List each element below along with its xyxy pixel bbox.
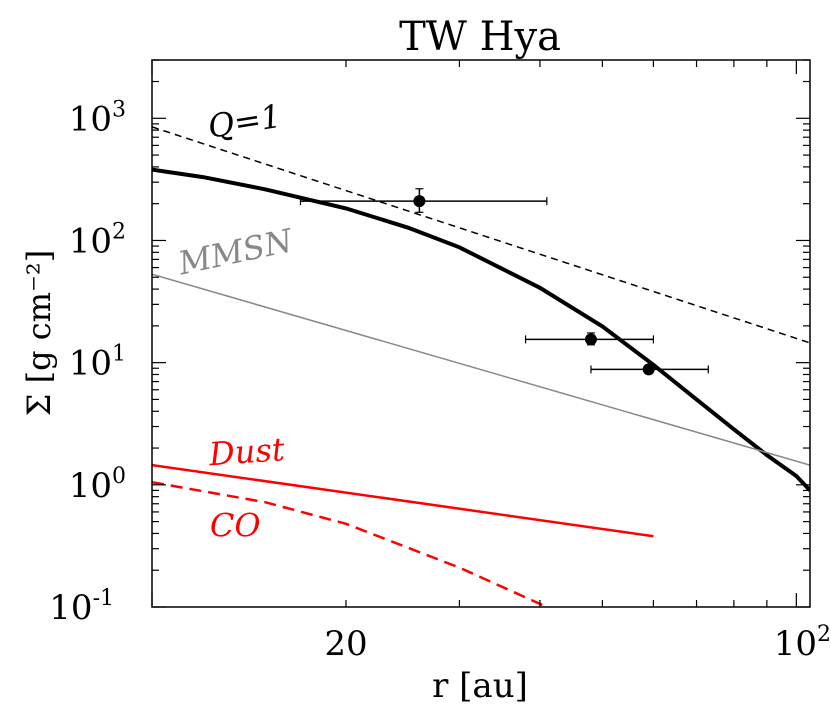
data-point-marker	[642, 363, 655, 376]
y-tick-label: 10-1	[49, 586, 114, 628]
data-point-marker	[413, 195, 426, 208]
y-axis-label: Σ [g cm⁻²]	[20, 250, 58, 416]
series-label-dust: Dust	[207, 430, 286, 473]
y-tick-label: 103	[69, 97, 126, 139]
ticks-layer: 10-1 100 101 102 103 20 102	[49, 59, 831, 664]
chart-title: TW Hya	[399, 14, 561, 60]
series-label-mmsn: MMSN	[174, 221, 297, 283]
series-line-dust	[152, 463, 654, 538]
series-layer	[152, 126, 810, 607]
data-point-3	[590, 363, 709, 376]
x-axis-label: r [au]	[432, 666, 528, 706]
series-line-co	[152, 480, 548, 607]
x-tick-label: 102	[774, 622, 831, 664]
y-tick-label: 101	[69, 342, 126, 384]
points-layer	[299, 188, 709, 376]
data-point-2	[524, 332, 654, 346]
series-line-q-1	[152, 126, 810, 344]
data-point-1	[299, 188, 548, 213]
x-tick-label: 20	[324, 624, 367, 664]
y-tick-label: 100	[69, 464, 126, 506]
data-point-marker	[584, 333, 597, 346]
series-label-q-1: Q=1	[205, 97, 283, 146]
plot-frame	[151, 59, 811, 608]
series-label-co: CO	[210, 506, 261, 544]
series-line-mmsn	[152, 273, 810, 466]
y-tick-label: 102	[69, 219, 126, 261]
